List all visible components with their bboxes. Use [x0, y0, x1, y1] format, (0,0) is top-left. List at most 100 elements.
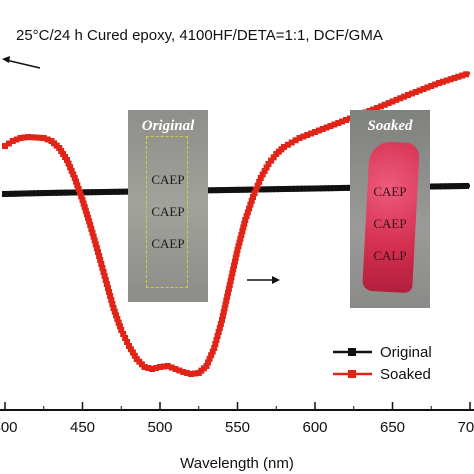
data-point: [176, 367, 183, 374]
photo-title-soaked: Soaked: [367, 118, 413, 134]
data-point: [335, 120, 342, 126]
data-point: [251, 190, 258, 197]
data-point: [211, 187, 218, 194]
sample-label: CAEP: [373, 216, 407, 231]
data-point: [180, 369, 187, 375]
data-point: [106, 188, 113, 195]
data-point: [73, 178, 80, 185]
data-point: [257, 175, 264, 181]
data-point: [231, 258, 238, 265]
data-point: [48, 189, 55, 196]
series-soaked: [2, 71, 471, 377]
data-point: [71, 189, 78, 196]
data-point: [228, 274, 235, 281]
data-point: [370, 106, 377, 113]
legend-swatch-marker: [348, 348, 356, 356]
data-point: [36, 190, 43, 197]
data-point: [83, 211, 90, 218]
arrow-head: [2, 56, 10, 63]
data-point: [223, 297, 230, 304]
data-point: [87, 189, 94, 196]
data-point: [230, 186, 237, 193]
data-point: [40, 190, 47, 197]
data-point: [397, 95, 404, 102]
data-point: [141, 364, 148, 370]
data-point: [103, 281, 110, 287]
data-point: [219, 187, 225, 194]
data-point: [244, 209, 251, 216]
data-point: [312, 129, 318, 135]
data-point: [208, 352, 215, 359]
data-point: [118, 327, 125, 333]
data-point: [236, 239, 243, 246]
data-point: [40, 135, 47, 141]
data-point: [129, 349, 136, 356]
data-point: [67, 164, 74, 171]
data-point: [122, 335, 129, 341]
data-point: [405, 92, 411, 98]
data-point: [242, 186, 249, 193]
data-point: [2, 191, 8, 197]
data-point: [110, 305, 117, 311]
data-point: [221, 305, 228, 312]
legend-label: Original: [380, 344, 432, 361]
data-point: [211, 345, 218, 351]
data-point: [97, 257, 104, 263]
data-point: [95, 189, 101, 196]
data-point: [71, 175, 78, 181]
data-point: [284, 141, 291, 148]
data-point: [292, 137, 299, 144]
data-point: [420, 86, 427, 92]
data-point: [296, 185, 303, 192]
data-point: [172, 366, 179, 372]
data-point: [250, 186, 256, 193]
data-point: [296, 135, 303, 141]
data-point: [209, 348, 216, 355]
data-point: [443, 77, 450, 84]
data-point: [224, 293, 231, 300]
data-point: [107, 293, 114, 299]
data-point: [428, 183, 435, 190]
data-point: [219, 317, 225, 323]
data-point: [92, 241, 99, 248]
data-point: [222, 301, 229, 308]
chart-title: 25°C/24 h Cured epoxy, 4100HF/DETA=1:1, …: [16, 27, 383, 44]
data-point: [157, 364, 163, 370]
photo-title-original: Original: [141, 118, 195, 134]
data-point: [447, 183, 454, 190]
data-point: [5, 140, 12, 147]
x-tick-label: 500: [147, 419, 172, 436]
data-point: [277, 186, 284, 193]
data-point: [374, 105, 380, 111]
data-point: [284, 185, 291, 192]
data-point: [270, 154, 277, 161]
data-point: [343, 117, 349, 123]
data-point: [315, 127, 322, 134]
data-point: [98, 261, 105, 267]
data-point: [25, 190, 32, 197]
data-point: [191, 370, 198, 377]
data-point: [114, 188, 121, 195]
data-point: [127, 346, 134, 353]
data-point: [259, 171, 266, 178]
data-point: [393, 96, 400, 103]
data-point: [106, 289, 113, 295]
data-point: [269, 186, 276, 193]
data-point: [220, 309, 227, 316]
data-point: [273, 186, 280, 193]
data-point: [101, 273, 108, 279]
data-point: [432, 183, 439, 190]
data-point: [428, 83, 435, 89]
data-point: [113, 312, 120, 319]
data-point: [339, 184, 346, 191]
data-point: [315, 185, 322, 192]
data-point: [81, 204, 88, 211]
data-point: [13, 190, 20, 197]
data-point: [436, 183, 442, 190]
data-point: [385, 100, 392, 107]
data-point: [217, 321, 224, 327]
data-point: [308, 130, 315, 137]
data-point: [9, 190, 16, 197]
chart-legend: Original Soaked: [333, 344, 432, 383]
data-point: [327, 185, 334, 192]
